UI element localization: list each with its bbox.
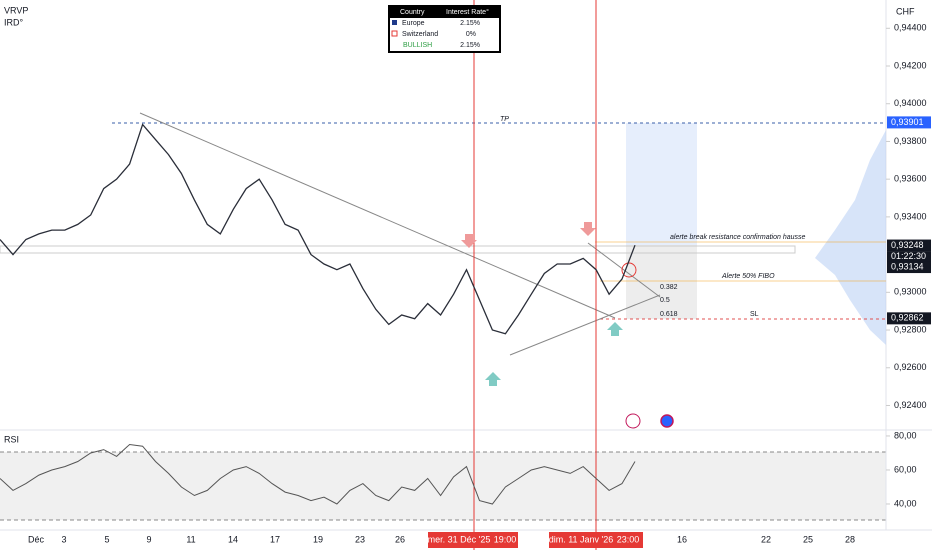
x-tick-label: 23:00 xyxy=(617,534,640,544)
flag xyxy=(391,30,398,37)
axis-title: CHF xyxy=(896,6,915,16)
price-line xyxy=(0,123,636,335)
x-tick-label: 14 xyxy=(228,534,238,544)
arrow-up xyxy=(607,322,623,336)
stop-zone xyxy=(626,245,697,319)
x-tick-label: 26 xyxy=(395,534,405,544)
time-marker-box xyxy=(428,532,518,548)
x-tick-label: 28 xyxy=(845,534,855,544)
y-tick-label: 0,93800 xyxy=(894,136,927,146)
fib-label: 0.5 xyxy=(660,297,670,304)
y-tick-label: 80,00 xyxy=(894,430,917,440)
arrow-down xyxy=(580,222,596,236)
y-tick-label: 40,00 xyxy=(894,498,917,508)
y-tick-label: 0,92600 xyxy=(894,362,927,372)
x-tick-label: 22 xyxy=(761,534,771,544)
trendline xyxy=(587,242,661,298)
x-tick-label: dim. 11 Janv '26 xyxy=(549,534,614,544)
y-tick-label: 0,94200 xyxy=(894,60,927,70)
annotation: alerte break resistance confirmation hau… xyxy=(670,234,806,241)
x-tick-label: 25 xyxy=(803,534,813,544)
table-cell: 2.15% xyxy=(460,42,480,49)
y-tick-label: 0,94400 xyxy=(894,23,927,33)
table-header: Interest Rate° xyxy=(446,8,489,16)
resistance-box xyxy=(0,245,796,254)
countdown-bg xyxy=(887,251,931,262)
price-tag-label: 0,93134 xyxy=(891,261,924,271)
trendline xyxy=(509,294,661,356)
annotation: SL xyxy=(750,311,759,318)
indicator-label: IRD° xyxy=(4,17,23,27)
icon[interactable] xyxy=(660,414,674,428)
y-tick-label: 0,92400 xyxy=(894,400,927,410)
x-tick-label: mer. 31 Déc '25 xyxy=(428,534,491,544)
price-line xyxy=(0,443,636,505)
annotation: TP xyxy=(500,116,509,123)
table-cell: Switzerland xyxy=(402,31,438,38)
x-tick-label: 19 xyxy=(313,534,323,544)
fib-label: 0.382 xyxy=(660,284,678,291)
table-body xyxy=(390,18,499,51)
x-tick-label: 23 xyxy=(355,534,365,544)
price-tag-label: 0,93248 xyxy=(891,240,924,250)
x-tick-label: 19:00 xyxy=(494,534,517,544)
x-tick-label: Déc xyxy=(28,534,45,544)
fib-label: 0.618 xyxy=(660,311,678,318)
table-cell: 2.15% xyxy=(460,20,480,27)
time-marker-box xyxy=(549,532,643,548)
price-tag xyxy=(887,116,931,129)
arrow-down xyxy=(461,234,477,248)
y-tick-label: 60,00 xyxy=(894,464,917,474)
countdown: 01:22:30 xyxy=(891,251,926,261)
y-tick-label: 0,93000 xyxy=(894,287,927,297)
y-tick-label: 0,93600 xyxy=(894,174,927,184)
icon[interactable] xyxy=(625,413,641,429)
price-tag xyxy=(887,239,931,252)
rsi-band xyxy=(0,452,886,520)
indicator-label: RSI xyxy=(4,434,19,444)
trendline xyxy=(139,112,616,319)
x-tick-label: 11 xyxy=(186,534,195,544)
x-tick-label: 17 xyxy=(270,534,280,544)
x-tick-label: 16 xyxy=(677,534,687,544)
info-table: Country Interest Rate° Europe 2.15% Swit… xyxy=(388,5,501,53)
price-tag-label: 0,93901 xyxy=(891,117,924,127)
x-tick-label: 9 xyxy=(146,534,151,544)
annotation: Alerte 50% FIBO xyxy=(721,273,775,280)
flag xyxy=(392,20,397,25)
arrow-up xyxy=(485,372,501,386)
y-tick-label: 0,92800 xyxy=(894,324,927,334)
y-tick-label: 0,93400 xyxy=(894,211,927,221)
target-zone xyxy=(626,123,697,245)
volume-profile xyxy=(815,130,886,345)
highlight-circle xyxy=(621,262,637,278)
price-tag xyxy=(887,261,931,274)
y-tick-label: 0,94000 xyxy=(894,98,927,108)
table-cell: 0% xyxy=(466,31,476,38)
table-header: Country xyxy=(400,9,425,16)
table-cell: Europe xyxy=(402,20,425,27)
price-tag-label: 0,92862 xyxy=(891,313,924,323)
table-cell: BULLISH xyxy=(403,42,432,49)
x-tick-label: 5 xyxy=(104,534,109,544)
price-tag xyxy=(887,312,931,325)
indicator-label: VRVP xyxy=(4,5,28,15)
x-tick-label: 3 xyxy=(61,534,66,544)
